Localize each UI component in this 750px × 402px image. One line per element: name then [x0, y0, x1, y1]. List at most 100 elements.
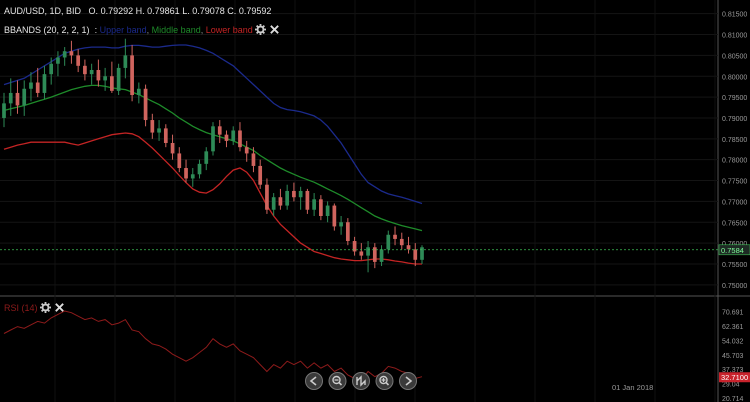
candle-body: [413, 249, 418, 260]
candle-body: [420, 247, 424, 260]
candle-body: [352, 241, 357, 252]
candle-body: [184, 168, 188, 179]
price-tick-label: 0.76500: [722, 220, 747, 227]
candle-body: [258, 165, 263, 185]
candle: [339, 215, 343, 235]
candle: [177, 147, 182, 173]
price-tick-label: 0.77000: [722, 199, 747, 206]
candle-body: [339, 222, 343, 227]
candle-body: [163, 128, 168, 143]
price-tick-label: 0.75500: [722, 262, 747, 269]
candle: [150, 113, 155, 139]
high-label: H.: [135, 6, 145, 16]
candle-body: [379, 249, 384, 262]
candle: [197, 159, 202, 179]
candle-body: [170, 142, 175, 154]
low-value: 0.79078: [192, 6, 225, 16]
candle-body: [319, 199, 323, 216]
chevron-left-icon: [309, 376, 317, 386]
candle-body: [224, 134, 229, 141]
price-tick-label: 0.81000: [722, 33, 747, 40]
gear-icon[interactable]: [255, 24, 267, 35]
candle-body: [197, 163, 202, 175]
candle-body: [292, 190, 296, 198]
candle-body: [285, 190, 290, 206]
candle: [238, 122, 242, 152]
candle-body: [29, 82, 33, 89]
candle: [332, 203, 337, 231]
nav-button-circle[interactable]: [375, 372, 394, 390]
candle: [413, 243, 418, 267]
rsi-tick-label: 45.703: [722, 353, 744, 360]
candle: [29, 72, 33, 102]
candle: [49, 57, 54, 85]
nav-button-circle[interactable]: [328, 372, 347, 390]
rsi-value-marker: [719, 372, 750, 383]
scroll-right-button[interactable]: [399, 372, 417, 390]
scroll-left-button[interactable]: [305, 372, 323, 390]
candle: [89, 63, 94, 85]
candle-body: [265, 184, 269, 210]
candle-body: [359, 251, 364, 256]
candle-body: [244, 147, 249, 154]
candle-body: [251, 153, 256, 166]
candle: [136, 82, 141, 104]
close-icon[interactable]: [269, 24, 280, 35]
candle-body: [56, 57, 60, 64]
candle: [345, 218, 350, 246]
candle: [190, 168, 195, 187]
candle-body: [211, 126, 215, 152]
zoom-out-icon: [332, 375, 341, 385]
close-icon[interactable]: [54, 302, 65, 313]
current-price-marker: [718, 244, 750, 256]
candle-body: [157, 128, 161, 133]
rsi-label: RSI (14): [4, 303, 38, 313]
gear-icon[interactable]: [40, 302, 52, 313]
rsi-tick-label: 29.04: [722, 382, 740, 389]
zoom-in-button[interactable]: [375, 372, 394, 390]
candle: [69, 40, 74, 64]
candle-body: [305, 190, 310, 210]
candle: [258, 159, 263, 189]
symbol-label: AUD/USD, 1D, BID: [4, 6, 82, 16]
price-tick-label: 0.77500: [722, 179, 747, 186]
nav-button-circle[interactable]: [305, 372, 323, 390]
candle-body: [76, 55, 81, 66]
candle: [76, 49, 81, 73]
candle: [271, 193, 276, 216]
bbands-separator: :: [94, 25, 98, 35]
candle: [130, 44, 134, 102]
chevron-right-icon: [405, 376, 413, 386]
candle-body: [123, 55, 128, 68]
candle-body: [15, 92, 20, 106]
current-price-label: 0.7584: [721, 246, 744, 255]
candle-body: [332, 205, 337, 227]
price-tick-label: 0.80500: [722, 53, 747, 60]
candle-body: [130, 55, 134, 96]
candle: [217, 120, 222, 143]
zoom-out-button[interactable]: [328, 372, 347, 390]
open-value: 0.79292: [100, 6, 134, 16]
close-value: 0.79592: [238, 6, 272, 16]
candle-body: [399, 238, 404, 246]
candle-body: [393, 234, 397, 239]
candle: [143, 84, 148, 127]
nav-button-circle[interactable]: [399, 372, 417, 390]
candle-body: [372, 247, 377, 262]
candle: [372, 243, 377, 269]
reset-zoom-button[interactable]: [352, 372, 370, 390]
candle-body: [83, 65, 87, 75]
rsi-tick-label: 62.361: [722, 324, 744, 331]
lower-band-legend: Lower band: [205, 25, 253, 35]
candle: [359, 243, 364, 260]
candle: [15, 80, 20, 114]
candle-body: [231, 130, 236, 141]
zoom-out-icon-handle: [338, 382, 343, 386]
candle: [157, 120, 161, 141]
candle: [62, 47, 67, 66]
candle-body: [62, 51, 67, 58]
candle: [110, 61, 114, 93]
candle-body: [312, 199, 316, 210]
